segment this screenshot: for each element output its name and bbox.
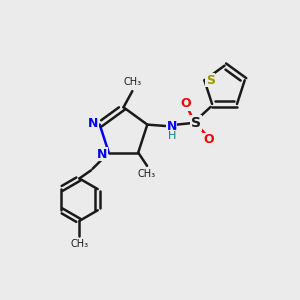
Text: N: N	[97, 148, 107, 160]
Text: H: H	[168, 131, 176, 141]
Text: CH₃: CH₃	[123, 77, 141, 87]
Text: S: S	[206, 74, 215, 87]
Text: O: O	[203, 134, 214, 146]
Text: CH₃: CH₃	[70, 239, 88, 249]
Text: CH₃: CH₃	[138, 169, 156, 179]
Text: N: N	[88, 117, 98, 130]
Text: S: S	[191, 116, 201, 130]
Text: N: N	[167, 120, 177, 133]
Text: O: O	[180, 98, 191, 110]
